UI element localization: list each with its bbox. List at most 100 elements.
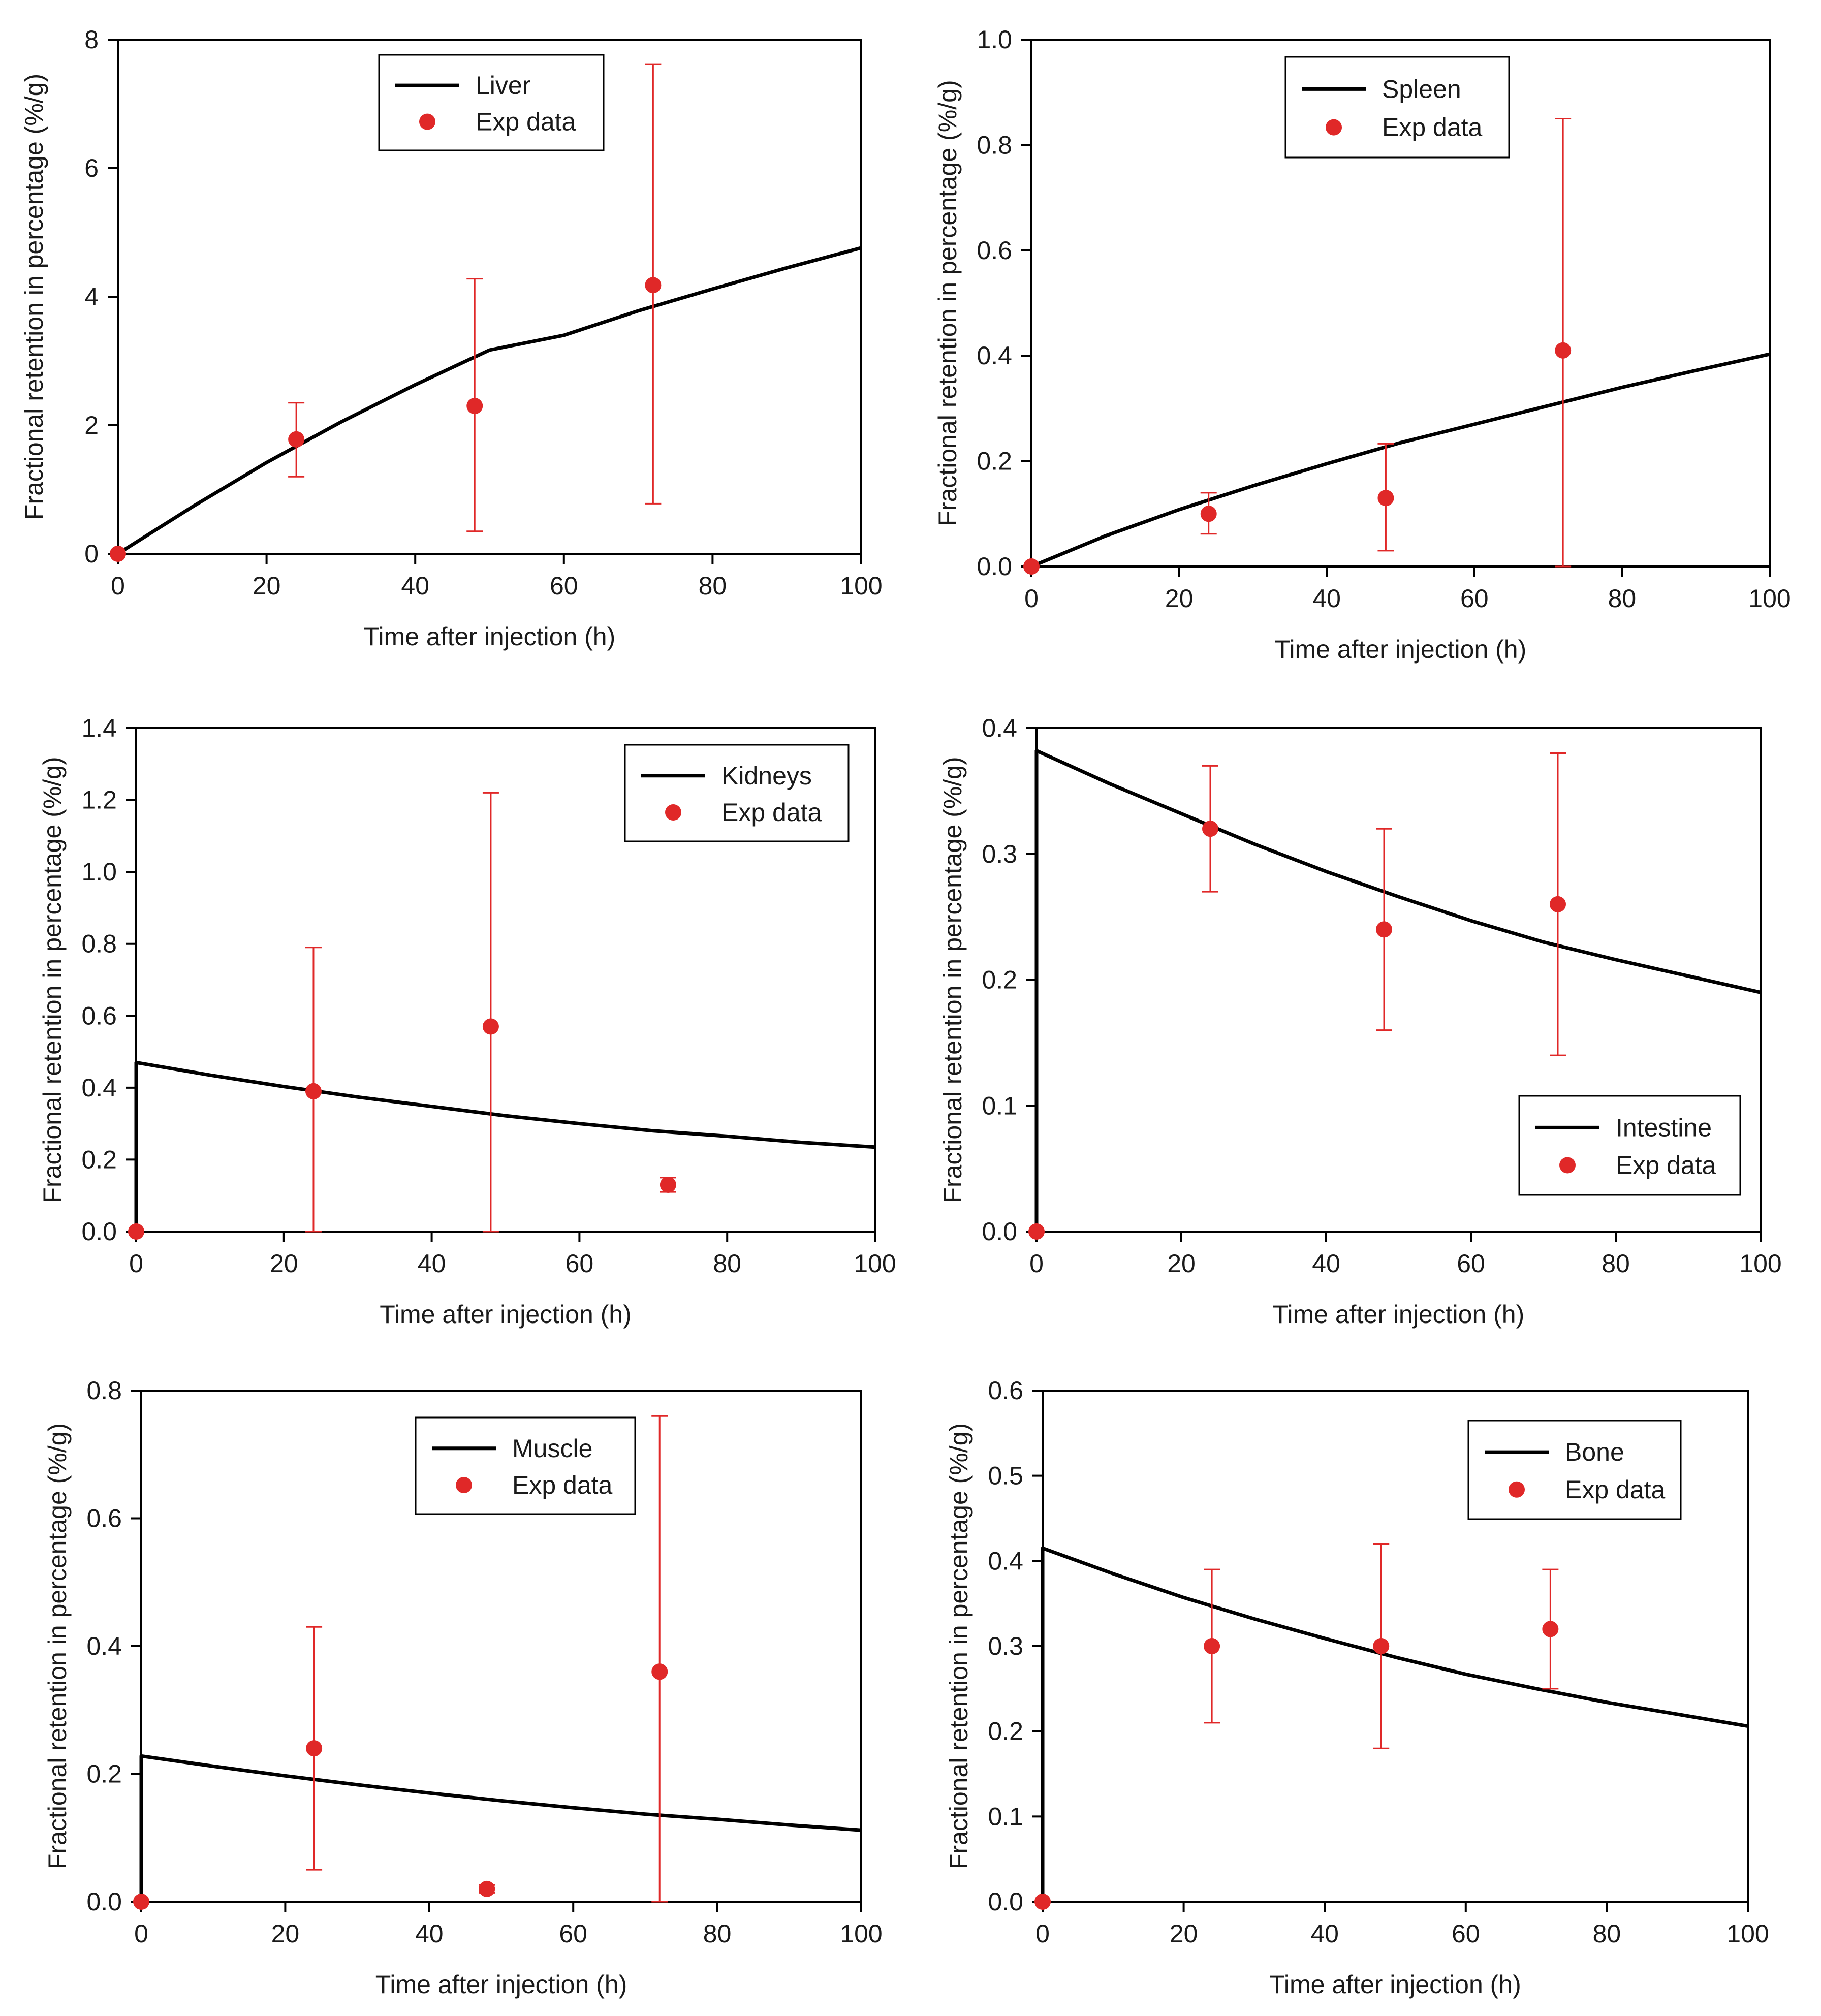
y-tick-label: 0.0	[982, 1217, 1017, 1246]
x-tick-label: 40	[418, 1249, 446, 1278]
legend: Intestine Exp data	[1518, 1095, 1741, 1196]
x-tick-label: 20	[1167, 1249, 1196, 1278]
exp-data-point	[1023, 558, 1040, 575]
y-tick-label: 1.0	[81, 858, 117, 886]
exp-data-point	[1204, 1638, 1220, 1654]
legend: Bone Exp data	[1467, 1420, 1682, 1520]
legend-points-label: Exp data	[721, 798, 822, 827]
model-curve-line	[117, 246, 862, 555]
x-tick-label: 100	[1748, 584, 1791, 613]
x-tick-label: 0	[1035, 1919, 1050, 1948]
y-tick-label: 0	[84, 540, 99, 568]
legend: Muscle Exp data	[415, 1416, 636, 1515]
x-axis-label: Time after injection (h)	[364, 622, 616, 651]
exp-data-point	[466, 398, 483, 415]
exp-data-point	[128, 1223, 144, 1240]
legend-points-label: Exp data	[1565, 1475, 1666, 1504]
x-tick-label: 0	[1024, 584, 1039, 613]
y-tick-label: 2	[84, 411, 99, 439]
legend-points-label: Exp data	[476, 108, 576, 136]
x-tick-label: 100	[1726, 1919, 1769, 1948]
legend: Liver Exp data	[378, 54, 605, 151]
y-tick-label: 0.4	[86, 1632, 122, 1660]
model-curve-line	[139, 1754, 862, 1902]
y-tick-label: 0.8	[86, 1376, 122, 1405]
x-tick-label: 0	[111, 572, 125, 600]
x-tick-label: 60	[550, 572, 578, 600]
legend: Spleen Exp data	[1284, 56, 1510, 159]
legend-points-label: Exp data	[1616, 1151, 1716, 1180]
plot-frame	[1030, 39, 1771, 568]
model-curve-line	[1041, 1546, 1748, 1902]
x-tick-label: 80	[1593, 1919, 1621, 1948]
legend-point-swatch	[1326, 119, 1342, 136]
exp-data-point	[305, 1083, 322, 1099]
x-tick-label: 100	[840, 572, 882, 600]
exp-data-point	[288, 431, 305, 448]
panel-bone: 0 20 40 60 80 100 0.0 0.1 0.2 0.3 0.4 0.5 0.6 Time af…	[945, 1376, 1769, 1999]
legend-line-label: Bone	[1565, 1438, 1624, 1466]
exp-data-point	[1377, 490, 1394, 507]
exp-data-point	[133, 1894, 149, 1910]
x-tick-label: 20	[271, 1919, 300, 1948]
legend-box	[1518, 1095, 1741, 1196]
y-tick-label: 0.1	[982, 1091, 1017, 1120]
y-tick-label: 0.0	[988, 1887, 1023, 1916]
x-tick-label: 80	[703, 1919, 732, 1948]
x-tick-label: 60	[1460, 584, 1489, 613]
y-tick-label: 0.2	[977, 447, 1012, 476]
exp-data-point	[1376, 921, 1392, 938]
legend: Kidneys Exp data	[624, 744, 850, 842]
legend-points-label: Exp data	[1382, 113, 1483, 142]
y-axis-label: Fractional retention in percentage (%/g)	[945, 1423, 973, 1869]
legend-point-swatch	[419, 113, 435, 130]
exp-data-point	[1550, 896, 1566, 912]
panel-intestine: 0 20 40 60 80 100 0.0 0.1 0.2 0.3 0.4 Time after in…	[938, 714, 1782, 1329]
y-tick-label: 0.8	[81, 930, 117, 958]
y-tick-label: 0.6	[977, 236, 1012, 265]
exp-data-point	[110, 546, 126, 562]
legend-box	[624, 744, 850, 842]
y-tick-label: 1.2	[81, 786, 117, 814]
legend-point-swatch	[1509, 1481, 1525, 1498]
y-tick-label: 0.8	[977, 131, 1012, 159]
y-axis-label: Fractional retention in percentage (%/g)	[938, 757, 967, 1203]
exp-data-point	[479, 1880, 495, 1897]
legend-point-swatch	[456, 1477, 472, 1493]
legend-box	[378, 54, 605, 151]
model-curve-line	[1030, 352, 1770, 569]
x-tick-label: 80	[1608, 584, 1637, 613]
exp-data-point	[482, 1018, 499, 1035]
x-axis-label: Time after injection (h)	[1269, 1970, 1521, 1999]
legend-points-label: Exp data	[512, 1471, 613, 1499]
exp-data-point	[1542, 1621, 1559, 1637]
y-tick-label: 0.2	[86, 1760, 122, 1788]
legend-line-label: Muscle	[512, 1434, 592, 1463]
x-tick-label: 20	[270, 1249, 298, 1278]
legend-point-swatch	[1559, 1157, 1576, 1174]
legend-line-label: Liver	[476, 71, 530, 100]
y-tick-label: 0.1	[988, 1802, 1023, 1831]
y-axis-label: Fractional retention in percentage (%/g)	[20, 74, 48, 520]
x-tick-label: 40	[1310, 1919, 1339, 1948]
y-tick-label: 8	[84, 25, 99, 54]
legend-box	[1284, 56, 1510, 159]
x-tick-label: 80	[1602, 1249, 1630, 1278]
y-tick-label: 0.6	[86, 1504, 122, 1533]
x-tick-label: 40	[401, 572, 429, 600]
model-curve-line	[1034, 749, 1761, 1232]
exp-data-point	[660, 1176, 676, 1193]
x-tick-label: 20	[1170, 1919, 1198, 1948]
plot-frame	[135, 727, 876, 1233]
y-tick-label: 0.2	[982, 966, 1017, 994]
y-tick-label: 0.4	[988, 1547, 1023, 1575]
exp-data-point	[1200, 506, 1217, 522]
exp-data-point	[1028, 1223, 1045, 1240]
x-tick-label: 60	[1452, 1919, 1480, 1948]
y-tick-label: 0.6	[988, 1376, 1023, 1405]
exp-data-point	[1034, 1894, 1051, 1910]
legend-box	[1467, 1420, 1682, 1520]
exp-data-point	[306, 1740, 323, 1757]
x-tick-label: 100	[854, 1249, 896, 1278]
